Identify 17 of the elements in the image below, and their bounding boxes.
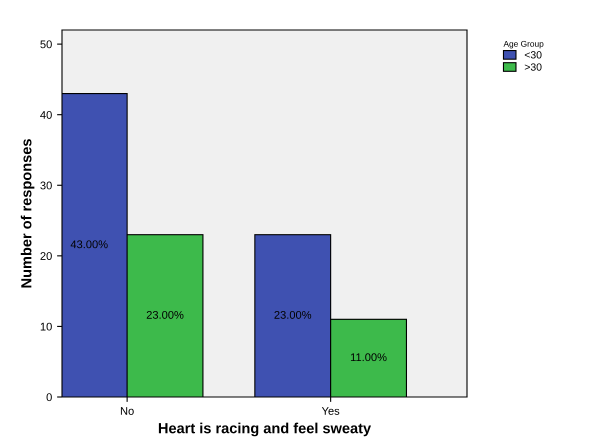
legend-label: <30 [524,51,542,59]
y-tick-label: 30 [40,182,52,190]
legend-label: >30 [524,63,542,71]
y-tick-label: 50 [40,40,52,48]
y-tick-label: 10 [40,322,52,331]
x-tick-label: Yes [322,407,340,415]
legend-title: Age Group [503,40,544,48]
y-tick-label: 20 [40,252,52,260]
x-tick-label: No [120,407,134,415]
data-label: 43.00% [70,240,108,248]
y-tick-label: 0 [46,393,52,402]
data-label: 23.00% [146,310,184,319]
y-tick-label: 40 [40,110,52,119]
data-label: 23.00% [274,310,312,319]
x-axis-title: Heart is racing and feel sweaty [158,422,372,436]
y-axis-title: Number of responses [20,139,34,288]
data-label: 11.00% [350,353,387,362]
